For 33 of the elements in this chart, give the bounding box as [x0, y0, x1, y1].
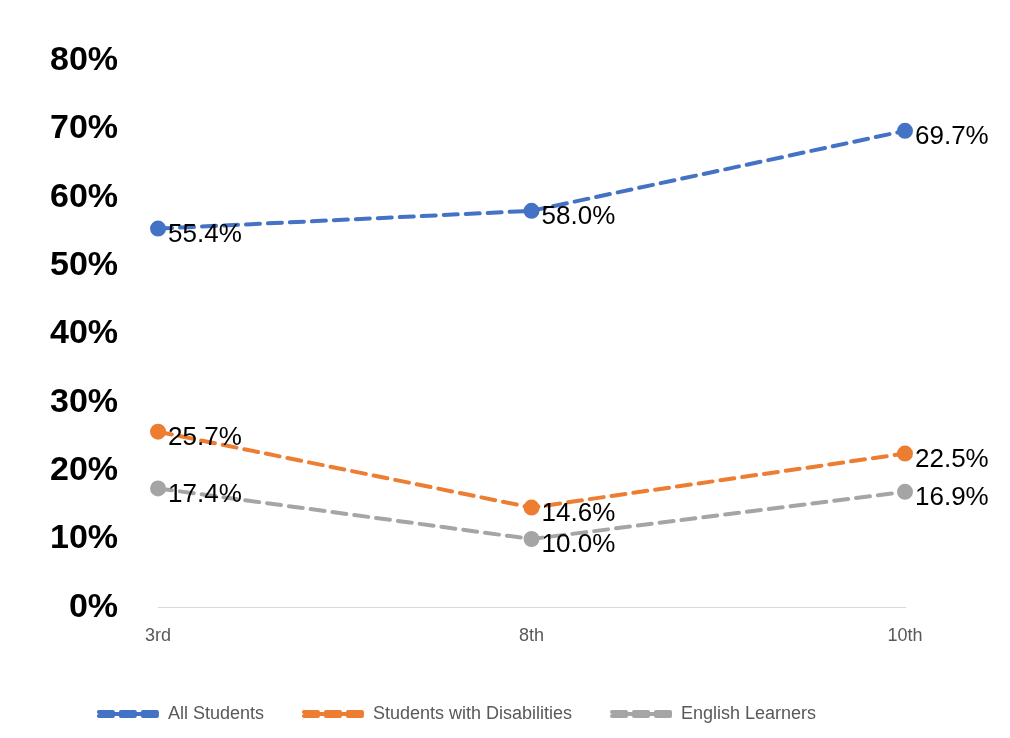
point: [150, 220, 167, 237]
x-tick-label: 3rd: [145, 625, 172, 646]
point: [897, 122, 913, 139]
legend-label: English Learners: [681, 702, 817, 723]
y-tick-label: 50%: [49, 243, 119, 282]
y-tick-label: 10%: [49, 517, 119, 556]
text: 10.0%: [541, 528, 616, 559]
y-tick-label: 70%: [49, 107, 119, 146]
text: 22.5%: [915, 442, 989, 473]
text: 25.7%: [168, 420, 242, 451]
y-tick-label: 60%: [49, 175, 119, 214]
text: 58.0%: [541, 200, 616, 230]
text: 69.7%: [915, 120, 989, 150]
y-tick-label: 20%: [49, 449, 119, 488]
text: 14.6%: [541, 496, 616, 527]
y-tick-label: 0%: [68, 585, 119, 624]
point: [897, 445, 913, 462]
text: 16.9%: [915, 481, 989, 512]
point: [523, 499, 540, 516]
y-tick-label: 80%: [49, 38, 119, 77]
x-tick-label: 8th: [519, 625, 545, 646]
point: [523, 531, 540, 548]
legend-label: All Students: [167, 702, 264, 723]
point: [523, 202, 540, 219]
text: 55.4%: [168, 217, 242, 248]
legend-label: Students with Disabilities: [372, 702, 573, 723]
x-tick-label: 10th: [887, 625, 923, 646]
point: [150, 423, 167, 440]
point: [150, 480, 167, 497]
y-tick-label: 30%: [49, 380, 119, 419]
text: 17.4%: [168, 477, 242, 508]
point: [897, 483, 913, 500]
y-tick-label: 40%: [49, 312, 119, 351]
